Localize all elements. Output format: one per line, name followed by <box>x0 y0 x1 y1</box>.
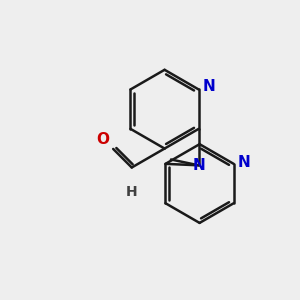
Text: O: O <box>97 133 110 148</box>
Text: N: N <box>237 155 250 170</box>
Text: N: N <box>202 79 215 94</box>
Text: N: N <box>192 158 205 173</box>
Text: H: H <box>126 185 138 199</box>
